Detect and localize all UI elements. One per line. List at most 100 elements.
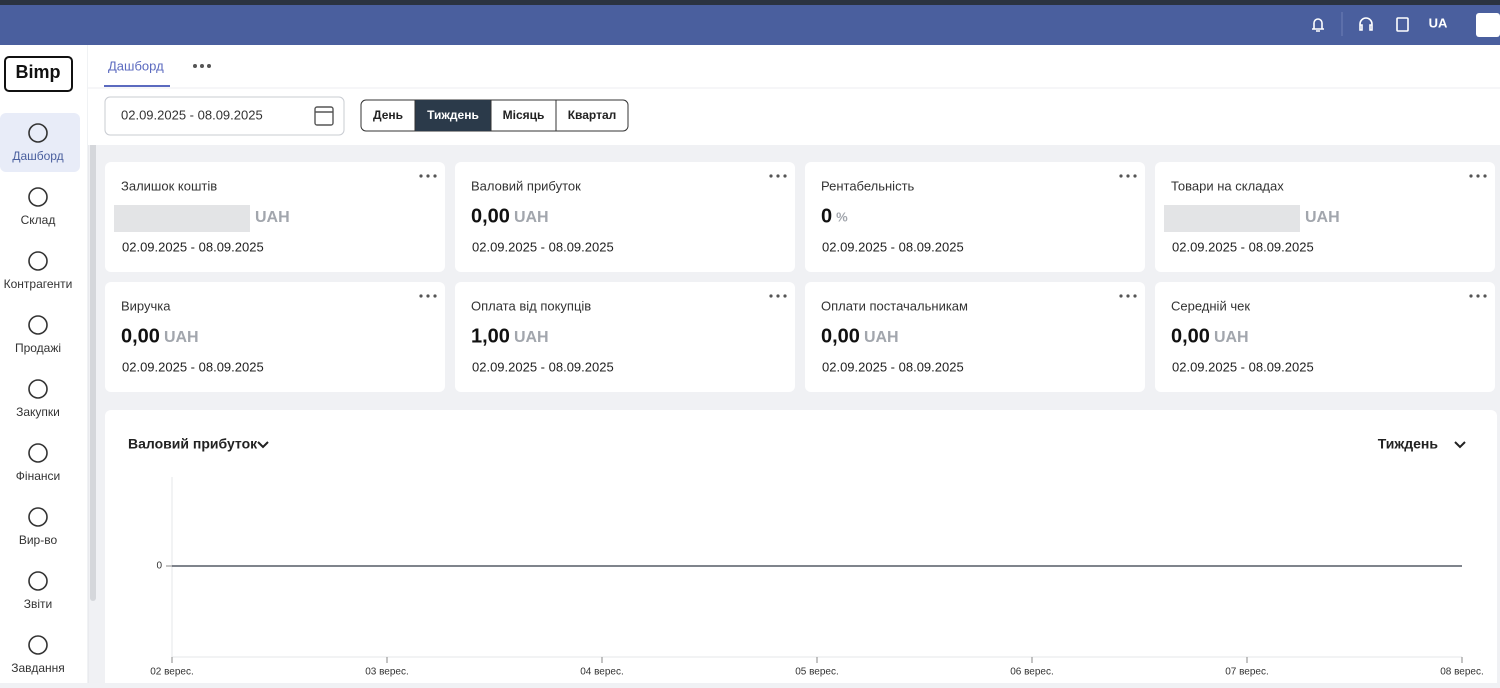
card-date: 02.09.2025 - 08.09.2025 xyxy=(122,359,264,374)
period-button[interactable]: Тиждень xyxy=(427,108,479,122)
card-unit: % xyxy=(836,209,848,224)
card-unit: UAH xyxy=(164,329,199,346)
card-menu[interactable] xyxy=(1133,174,1137,178)
hidden-value xyxy=(1164,205,1300,232)
kpi-card xyxy=(455,282,795,392)
avatar[interactable] xyxy=(1476,13,1500,37)
nav-item[interactable]: Закупки xyxy=(16,405,60,419)
card-menu[interactable] xyxy=(1476,294,1480,298)
card-date: 02.09.2025 - 08.09.2025 xyxy=(822,239,964,254)
card-menu[interactable] xyxy=(433,294,437,298)
x-tick-label: 05 верес. xyxy=(795,667,839,678)
chart-selector[interactable]: Валовий прибуток xyxy=(128,436,258,452)
x-tick-label: 03 верес. xyxy=(365,667,409,678)
card-menu[interactable] xyxy=(783,294,787,298)
card-menu[interactable] xyxy=(1469,174,1473,178)
card-menu[interactable] xyxy=(1133,294,1137,298)
calendar-icon[interactable] xyxy=(314,106,334,126)
kpi-cards: Залишок коштів UAH 02.09.2025 - 08.09.2025… xyxy=(105,162,1495,392)
card-title: Оплата від покупців xyxy=(471,298,591,313)
book-icon[interactable] xyxy=(1396,17,1409,32)
card-menu[interactable] xyxy=(783,174,787,178)
card-unit: UAH xyxy=(514,209,549,226)
card-unit: UAH xyxy=(1214,329,1249,346)
period-button[interactable]: Квартал xyxy=(568,108,617,122)
card-menu[interactable] xyxy=(1476,174,1480,178)
support-icon[interactable] xyxy=(1359,17,1373,31)
period-switch: День Тиждень Місяць Квартал xyxy=(360,99,629,132)
card-menu[interactable] xyxy=(433,174,437,178)
card-title: Оплати постачальникам xyxy=(821,298,968,313)
x-tick-label: 07 верес. xyxy=(1225,667,1269,678)
kpi-card xyxy=(455,162,795,272)
card-value: 0,00 xyxy=(121,325,160,347)
scrollbar[interactable] xyxy=(90,113,96,601)
card-title: Виручка xyxy=(121,298,171,313)
chevron[interactable] xyxy=(1454,441,1466,449)
tab-underline xyxy=(104,85,170,87)
card-value: 1,00 xyxy=(471,325,510,347)
nav-item[interactable]: Звіти xyxy=(24,597,53,611)
nav-item[interactable]: Дашборд xyxy=(12,149,63,163)
card-date: 02.09.2025 - 08.09.2025 xyxy=(1172,239,1314,254)
nav-item[interactable]: Завдання xyxy=(11,661,65,675)
card-unit: UAH xyxy=(1305,209,1340,226)
card-menu[interactable] xyxy=(1126,294,1130,298)
card-title: Залишок коштів xyxy=(121,178,217,193)
card-title: Рентабельність xyxy=(821,178,915,193)
card-menu[interactable] xyxy=(1126,174,1130,178)
card-menu[interactable] xyxy=(1119,294,1123,298)
nav-icon xyxy=(28,507,48,527)
card-value: 0,00 xyxy=(1171,325,1210,347)
bell-icon[interactable] xyxy=(1312,18,1324,32)
tab[interactable]: Дашборд xyxy=(108,58,164,73)
card-date: 02.09.2025 - 08.09.2025 xyxy=(822,359,964,374)
language-switch[interactable]: UA xyxy=(1429,15,1448,30)
card-menu[interactable] xyxy=(769,294,773,298)
card-unit: UAH xyxy=(255,209,290,226)
x-tick-label: 06 верес. xyxy=(1010,667,1054,678)
x-tick-label: 02 верес. xyxy=(150,667,194,678)
card-date: 02.09.2025 - 08.09.2025 xyxy=(472,359,614,374)
nav-item[interactable]: Контрагенти xyxy=(4,277,73,291)
kpi-card xyxy=(105,162,445,272)
hidden-value xyxy=(114,205,250,232)
kpi-card xyxy=(1155,162,1495,272)
card-menu[interactable] xyxy=(419,174,423,178)
period-active xyxy=(415,100,491,131)
chevron[interactable] xyxy=(257,441,269,449)
card-menu[interactable] xyxy=(426,174,430,178)
card-menu[interactable] xyxy=(1119,174,1123,178)
kpi-card xyxy=(1155,282,1495,392)
chart: 0 02 верес. 03 верес. 04 верес. 05 верес. 06 … xyxy=(150,477,1484,678)
nav-icon xyxy=(28,123,48,143)
card-date: 02.09.2025 - 08.09.2025 xyxy=(1172,359,1314,374)
card-menu[interactable] xyxy=(776,294,780,298)
kpi-card xyxy=(105,282,445,392)
nav-item[interactable]: Вир-во xyxy=(19,533,58,547)
card-menu[interactable] xyxy=(776,174,780,178)
more-tabs[interactable] xyxy=(193,64,211,68)
card-menu[interactable] xyxy=(1483,174,1487,178)
nav-icon xyxy=(28,187,48,207)
nav-item[interactable]: Продажі xyxy=(15,341,61,355)
nav-item[interactable]: Фінанси xyxy=(16,469,60,483)
nav-item[interactable]: Склад xyxy=(21,213,56,227)
x-tick-label: 04 верес. xyxy=(580,667,624,678)
card-menu[interactable] xyxy=(419,294,423,298)
logo-box[interactable] xyxy=(4,56,73,92)
card-value: 0,00 xyxy=(821,325,860,347)
card-menu[interactable] xyxy=(1469,294,1473,298)
card-unit: UAH xyxy=(514,329,549,346)
kpi-card xyxy=(805,162,1145,272)
date-input[interactable] xyxy=(104,96,345,136)
nav-icon xyxy=(28,443,48,463)
card-menu[interactable] xyxy=(769,174,773,178)
card-title: Валовий прибуток xyxy=(471,178,581,193)
card-menu[interactable] xyxy=(1483,294,1487,298)
chart-period[interactable]: Тиждень xyxy=(1378,436,1439,452)
card-date: 02.09.2025 - 08.09.2025 xyxy=(472,239,614,254)
card-menu[interactable] xyxy=(426,294,430,298)
period-button[interactable]: Місяць xyxy=(503,108,545,122)
period-button[interactable]: День xyxy=(373,108,403,122)
